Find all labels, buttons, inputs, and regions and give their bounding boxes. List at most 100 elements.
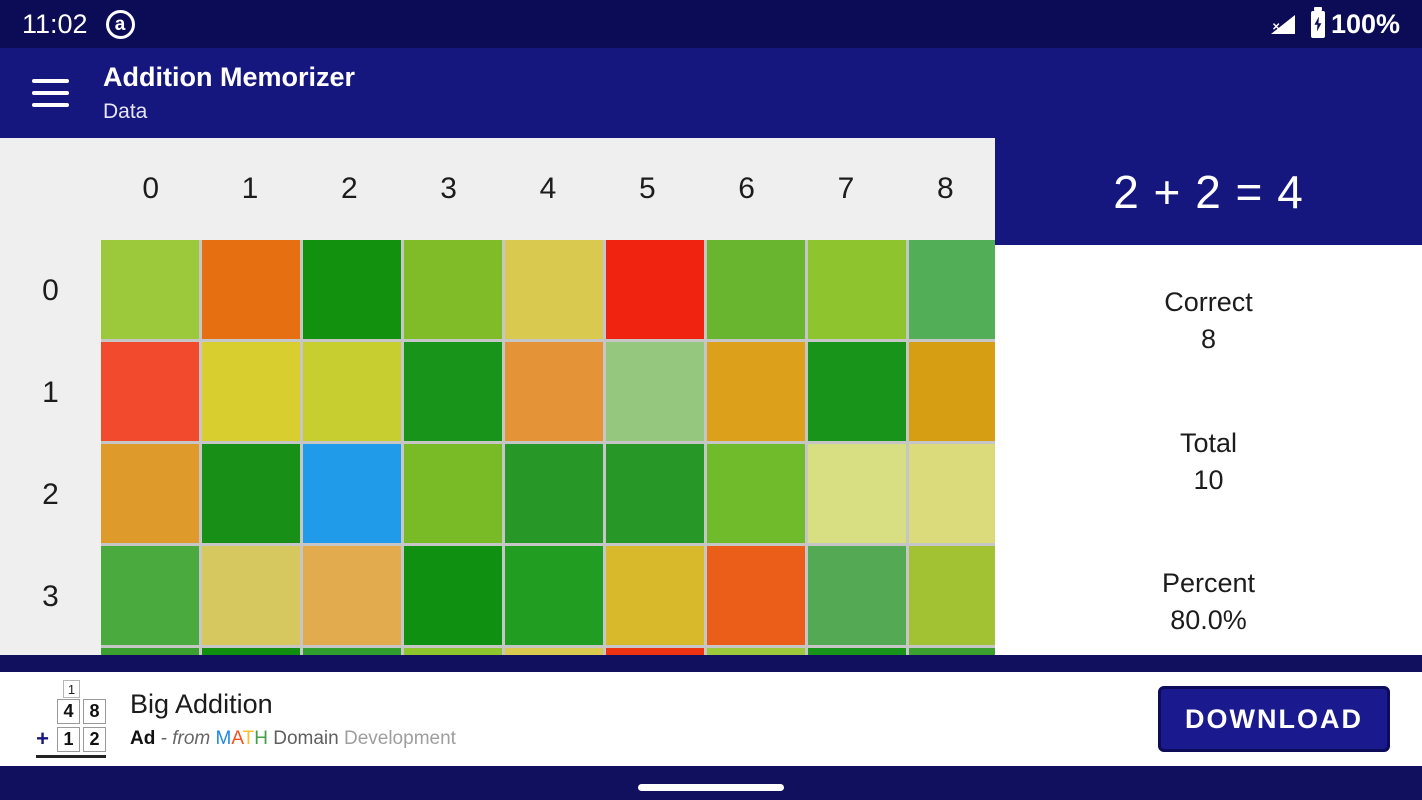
stat-percent: Percent 80.0% <box>995 565 1422 639</box>
grid-cell-2-3[interactable] <box>404 444 502 543</box>
no-signal-icon <box>1270 14 1295 34</box>
brand-letter-H: H <box>254 727 268 749</box>
grid-col-header-2: 2 <box>340 172 358 205</box>
grid-cell-2-2[interactable] <box>303 444 401 543</box>
grid-cell-3-4[interactable] <box>505 546 603 645</box>
stat-total: Total 10 <box>995 425 1422 499</box>
stat-correct: Correct 8 <box>995 284 1422 358</box>
battery-bolt-icon <box>1314 16 1322 32</box>
grid-cell-0-2[interactable] <box>303 240 401 339</box>
grid-cell-3-6[interactable] <box>707 546 805 645</box>
grid-viewport <box>101 240 995 655</box>
grid-cell-4-1[interactable] <box>202 648 300 655</box>
grid-cell-2-5[interactable] <box>606 444 704 543</box>
brand-letter-M: M <box>215 727 232 749</box>
grid-row-header-2: 2 <box>42 478 59 511</box>
grid-cell-2-8[interactable] <box>909 444 995 543</box>
grid-col-headers: 0 1 2 3 4 5 6 7 8 <box>0 138 995 240</box>
app-bar: Addition Memorizer Data <box>0 48 1422 138</box>
grid-cell-0-7[interactable] <box>808 240 906 339</box>
grid-cell-0-3[interactable] <box>404 240 502 339</box>
app-titles: Addition Memorizer Data <box>103 62 355 124</box>
status-time: 11:02 <box>22 8 88 39</box>
grid-col-header-7: 7 <box>837 172 855 205</box>
ad-badge: Ad <box>130 727 156 749</box>
home-gesture-indicator[interactable] <box>638 784 784 791</box>
grid-cell-4-8[interactable] <box>909 648 995 655</box>
status-bar: 11:02 a 100% <box>0 0 1422 48</box>
grid-cell-1-1[interactable] <box>202 342 300 441</box>
menu-button[interactable] <box>32 79 69 107</box>
grid-cell-4-4[interactable] <box>505 648 603 655</box>
stat-value: 8 <box>1200 324 1217 354</box>
grid-cell-3-8[interactable] <box>909 546 995 645</box>
grid-cell-2-0[interactable] <box>101 444 199 543</box>
grid-cell-3-3[interactable] <box>404 546 502 645</box>
addition-heatmap-grid <box>101 240 995 655</box>
grid-cell-1-3[interactable] <box>404 342 502 441</box>
grid-cell-3-5[interactable] <box>606 546 704 645</box>
carry-digit: 1 <box>63 680 80 698</box>
grid-col-header-6: 6 <box>738 172 755 205</box>
download-button[interactable]: DOWNLOAD <box>1158 686 1390 752</box>
brand-letter-T: T <box>242 727 255 749</box>
grid-cell-4-2[interactable] <box>303 648 401 655</box>
grid-col-header-5: 5 <box>638 172 656 205</box>
stat-label: Percent <box>1161 568 1256 598</box>
grid-row-header-1: 1 <box>42 376 59 409</box>
ad-brand-development: Development <box>343 727 456 749</box>
grid-cell-3-1[interactable] <box>202 546 300 645</box>
grid-cell-0-0[interactable] <box>101 240 199 339</box>
grid-cell-1-2[interactable] <box>303 342 401 441</box>
grid-cell-1-5[interactable] <box>606 342 704 441</box>
grid-cell-4-5[interactable] <box>606 648 704 655</box>
grid-cell-2-6[interactable] <box>707 444 805 543</box>
grid-cell-2-1[interactable] <box>202 444 300 543</box>
grid-cell-4-7[interactable] <box>808 648 906 655</box>
grid-cell-4-6[interactable] <box>707 648 805 655</box>
ad-app-icon: 1 4 8 + 1 2 <box>28 680 112 758</box>
grid-cell-0-1[interactable] <box>202 240 300 339</box>
page-subtitle: Data <box>103 100 148 123</box>
digit: 4 <box>57 699 80 724</box>
bottom-bar: 1 4 8 + 1 2 Big Addition Ad - from MATH … <box>0 655 1422 800</box>
grid-col-header-1: 1 <box>241 172 259 205</box>
ad-from-text: - from <box>160 727 211 749</box>
stat-value: 80.0% <box>1170 605 1247 635</box>
grid-col-header-3: 3 <box>440 172 457 205</box>
grid-cell-1-4[interactable] <box>505 342 603 441</box>
grid-cell-2-7[interactable] <box>808 444 906 543</box>
grid-cell-0-5[interactable] <box>606 240 704 339</box>
page-title: Addition Memorizer <box>103 62 356 92</box>
digit: 1 <box>57 726 80 752</box>
grid-cell-0-8[interactable] <box>909 240 995 339</box>
ad-brand-domain: Domain <box>273 727 339 749</box>
detail-panel: 2 + 2 = 4 Correct 8 Total 10 Percent 80.… <box>995 138 1422 655</box>
grid-cell-1-6[interactable] <box>707 342 805 441</box>
grid-cell-0-4[interactable] <box>505 240 603 339</box>
main-content: 0 1 2 3 4 5 6 7 8 0 1 2 3 2 + 2 = 4 Correct 8 Total… <box>0 138 1422 655</box>
battery-percent: 100% <box>1330 8 1400 39</box>
grid-cell-4-3[interactable] <box>404 648 502 655</box>
ad-banner[interactable]: 1 4 8 + 1 2 Big Addition Ad - from MATH … <box>0 672 1422 766</box>
grid-cell-1-7[interactable] <box>808 342 906 441</box>
grid-cell-2-4[interactable] <box>505 444 603 543</box>
digit: 2 <box>83 726 106 752</box>
menu-icon <box>32 79 69 83</box>
grid-cell-0-6[interactable] <box>707 240 805 339</box>
grid-cell-3-7[interactable] <box>808 546 906 645</box>
battery-charging-icon <box>1310 6 1325 38</box>
ad-brand-math: MATH <box>216 728 268 749</box>
grid-row-headers: 0 1 2 3 <box>0 240 101 655</box>
grid-cell-4-0[interactable] <box>101 648 199 655</box>
ad-attribution: Ad - from MATH Domain Development <box>130 728 456 750</box>
grid-col-header-4: 4 <box>539 172 557 205</box>
grid-cell-3-2[interactable] <box>303 546 401 645</box>
digit: 8 <box>83 699 106 724</box>
ad-text: Big Addition Ad - from MATH Domain Devel… <box>130 689 456 750</box>
stat-label: Total <box>1179 428 1238 458</box>
grid-cell-1-0[interactable] <box>101 342 199 441</box>
grid-cell-3-0[interactable] <box>101 546 199 645</box>
grid-cell-1-8[interactable] <box>909 342 995 441</box>
